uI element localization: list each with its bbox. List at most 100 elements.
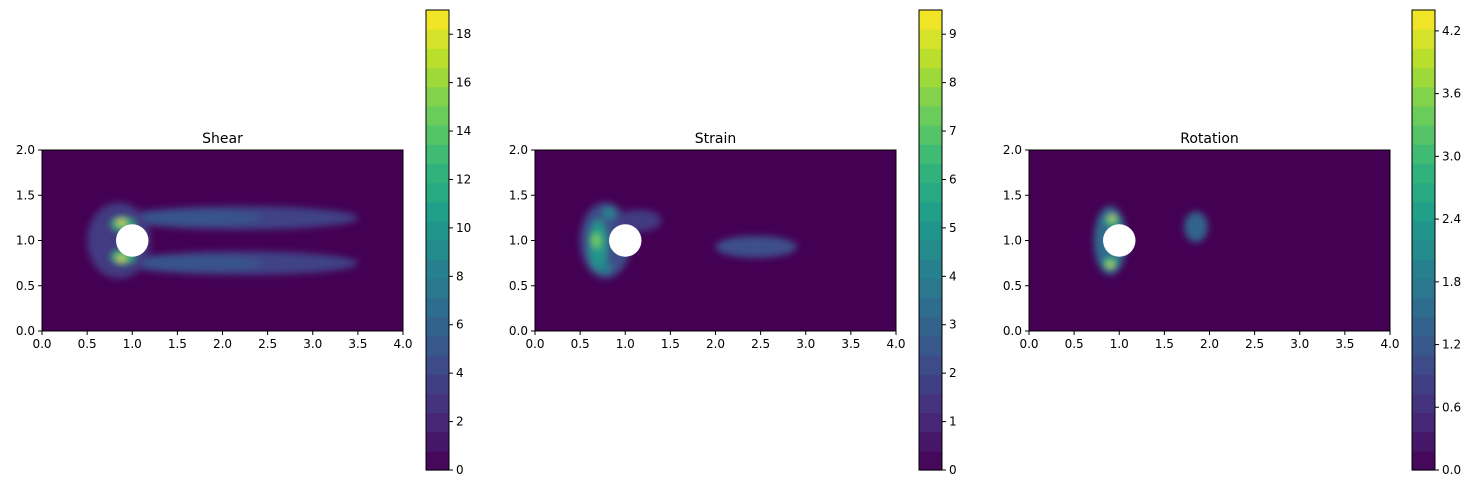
y-tick-label: 1.0 <box>16 234 35 248</box>
colorbar-tick-label: 0.0 <box>1442 463 1461 477</box>
colorbar-tick-label: 3 <box>949 318 957 332</box>
x-tick-label: 4.0 <box>886 337 905 351</box>
colorbar-band <box>919 220 942 241</box>
colorbar-band <box>1412 67 1435 88</box>
colorbar-tick-label: 9 <box>949 27 957 41</box>
x-tick-label: 1.0 <box>1110 337 1129 351</box>
x-tick-label: 2.5 <box>751 337 770 351</box>
colorbar-band <box>426 105 449 126</box>
colorbar: 0.0 0.6 1.2 1.8 2.4 3.0 3.6 4.2 <box>1411 9 1461 477</box>
colorbar-band <box>1412 144 1435 164</box>
colorbar-tick-label: 6 <box>949 172 957 186</box>
field-blob <box>591 233 601 248</box>
colorbar-band <box>919 278 942 299</box>
colorbar-band <box>919 86 942 107</box>
colorbar-tick-label: 0 <box>949 463 957 477</box>
colorbar-band <box>919 374 942 394</box>
colorbar-band <box>1412 125 1435 145</box>
colorbar-band <box>426 182 449 203</box>
colorbar-band <box>919 48 942 69</box>
colorbar-tick-label: 1 <box>949 415 957 429</box>
colorbar-band <box>426 297 449 318</box>
field-blob <box>116 219 126 226</box>
x-tick-label: 0.0 <box>1019 337 1038 351</box>
colorbar-tick-label: 2 <box>949 366 957 380</box>
colorbar-tick-label: 4.2 <box>1442 24 1461 38</box>
colorbar-band <box>426 240 449 260</box>
colorbar-band <box>919 10 942 30</box>
field-blob <box>1109 215 1115 221</box>
x-tick-label: 1.5 <box>661 337 680 351</box>
colorbar-band <box>1412 105 1435 126</box>
x-tick-label: 0.5 <box>1065 337 1084 351</box>
colorbar-tick-label: 3.0 <box>1442 149 1461 163</box>
y-tick-label: 1.5 <box>509 188 528 202</box>
colorbar-band <box>1412 48 1435 69</box>
colorbar-band <box>919 355 942 375</box>
colorbar-tick-label: 8 <box>949 76 957 90</box>
colorbar-band <box>919 105 942 126</box>
colorbar-band <box>919 163 942 184</box>
colorbar-tick-label: 0 <box>456 463 464 477</box>
colorbar-band <box>1412 10 1435 30</box>
colorbar-tick-label: 0.6 <box>1442 400 1461 414</box>
colorbar-tick-label: 1.2 <box>1442 338 1461 352</box>
colorbar-band <box>1412 201 1435 222</box>
colorbar-tick-label: 14 <box>456 124 471 138</box>
colorbar-band <box>1412 393 1435 414</box>
colorbar-band <box>426 355 449 375</box>
x-tick-label: 0.0 <box>525 337 544 351</box>
y-tick-label: 0.5 <box>16 279 35 293</box>
field-blob <box>602 207 616 220</box>
colorbar-band <box>1412 163 1435 184</box>
colorbar-frame <box>918 9 943 471</box>
colorbar-tick-label: 1.8 <box>1442 275 1461 289</box>
colorbar-band <box>426 316 449 337</box>
x-tick-label: 2.5 <box>258 337 277 351</box>
colorbar-band <box>919 67 942 88</box>
colorbar: 0 1 2 3 4 5 6 7 8 9 <box>918 9 957 477</box>
colorbar-band <box>426 67 449 88</box>
chart-title: Shear <box>202 131 243 147</box>
x-tick-label: 1.5 <box>1155 337 1174 351</box>
colorbar-band <box>1412 240 1435 260</box>
colorbar: 0 2 4 6 8 10 12 14 16 18 <box>425 9 471 477</box>
panel-shear: Shear 0.0 0.5 1.0 1.5 2.0 2.5 3.0 3.5 4.0 0.0 0.5 1.… <box>16 9 471 477</box>
colorbar-band <box>1412 412 1435 433</box>
colorbar-band <box>919 297 942 318</box>
x-tick-label: 2.5 <box>1245 337 1264 351</box>
colorbar-band <box>426 431 449 452</box>
x-tick-label: 4.0 <box>393 337 412 351</box>
x-tick-label: 1.0 <box>123 337 142 351</box>
colorbar-band <box>426 393 449 414</box>
colorbar-band <box>1412 220 1435 241</box>
colorbar-band <box>919 125 942 145</box>
y-tick-label: 0.0 <box>509 324 528 338</box>
colorbar-band <box>1412 29 1435 49</box>
colorbar-band <box>426 125 449 145</box>
colorbar-band <box>919 431 942 452</box>
colorbar-band <box>919 259 942 279</box>
obstacle-circle <box>1103 224 1136 257</box>
colorbar-band <box>1412 259 1435 279</box>
colorbar-band <box>919 29 942 49</box>
x-tick-label: 2.0 <box>706 337 725 351</box>
colorbar-band <box>1412 316 1435 337</box>
x-tick-label: 2.0 <box>1200 337 1219 351</box>
field-blob <box>599 261 612 274</box>
colorbar-band <box>919 144 942 164</box>
colorbar-band <box>1412 335 1435 356</box>
colorbar-band <box>919 412 942 433</box>
colorbar-tick-label: 3.6 <box>1442 87 1461 101</box>
colorbar-band <box>1412 450 1435 471</box>
y-tick-label: 1.0 <box>509 234 528 248</box>
x-tick-label: 0.5 <box>78 337 97 351</box>
x-tick-label: 4.0 <box>1380 337 1399 351</box>
colorbar-tick-label: 18 <box>456 27 471 41</box>
colorbar-band <box>426 163 449 184</box>
colorbar-tick-label: 10 <box>456 221 471 235</box>
y-tick-label: 2.0 <box>509 143 528 157</box>
